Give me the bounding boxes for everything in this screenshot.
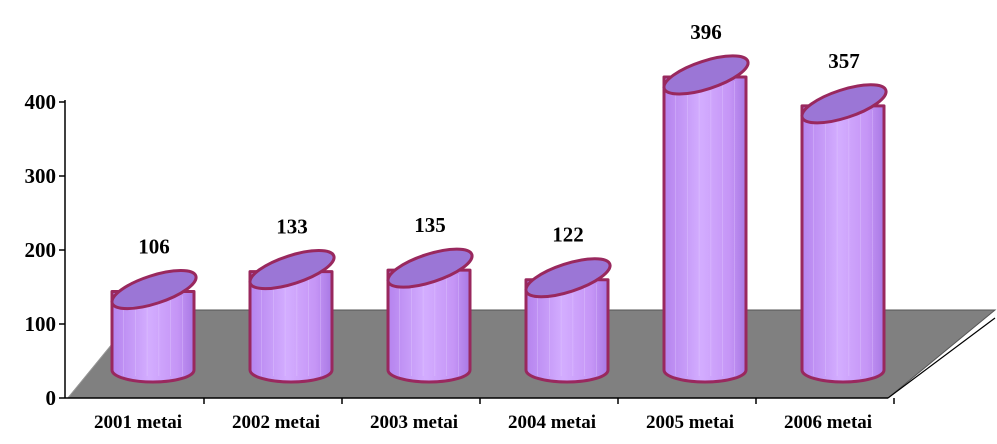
x-tick-label: 2001 metai	[94, 412, 182, 433]
bar-top-cap	[524, 257, 612, 299]
y-tick-label: 200	[25, 238, 57, 262]
data-label: 396	[690, 20, 722, 44]
bar-2001-metai	[110, 269, 198, 384]
bar-2005-metai	[662, 54, 750, 384]
x-tick-label: 2004 metai	[508, 412, 596, 433]
bar-top-cap	[662, 54, 750, 96]
bar-2004-metai	[524, 257, 612, 384]
data-label: 133	[276, 215, 308, 239]
floor-right-edge	[887, 317, 996, 399]
y-tick-label: 300	[25, 164, 57, 188]
y-tick-label: 100	[25, 312, 57, 336]
bar-top-cap	[248, 249, 336, 291]
axis-layer: 0 100 200 300 400 2001 metai 2002 metai 2003 me…	[25, 90, 996, 433]
x-tick-label: 2006 metai	[784, 412, 872, 433]
labels-layer: 106 133 135 122 396 357	[138, 20, 860, 259]
bar-top-cap	[110, 269, 198, 311]
x-tick-label: 2003 metai	[370, 412, 458, 433]
bar-top-cap	[800, 83, 888, 125]
bar-body	[662, 75, 748, 384]
data-label: 106	[138, 235, 170, 259]
bar-body	[800, 104, 886, 384]
bar-2006-metai	[800, 83, 888, 384]
bar-2002-metai	[248, 249, 336, 384]
y-tick-label: 0	[46, 386, 57, 410]
y-tick-label: 400	[25, 90, 57, 114]
x-tick-label: 2005 metai	[646, 412, 734, 433]
bar-body	[248, 270, 334, 384]
bar-body	[386, 268, 472, 384]
bar-2003-metai	[386, 247, 474, 384]
data-label: 357	[828, 49, 860, 73]
bar-body	[524, 278, 610, 384]
bar-body	[110, 290, 196, 384]
bar-top-cap	[386, 247, 474, 289]
data-label: 135	[414, 213, 446, 237]
bars-layer	[110, 54, 888, 384]
data-label: 122	[552, 223, 584, 247]
x-tick-label: 2002 metai	[232, 412, 320, 433]
